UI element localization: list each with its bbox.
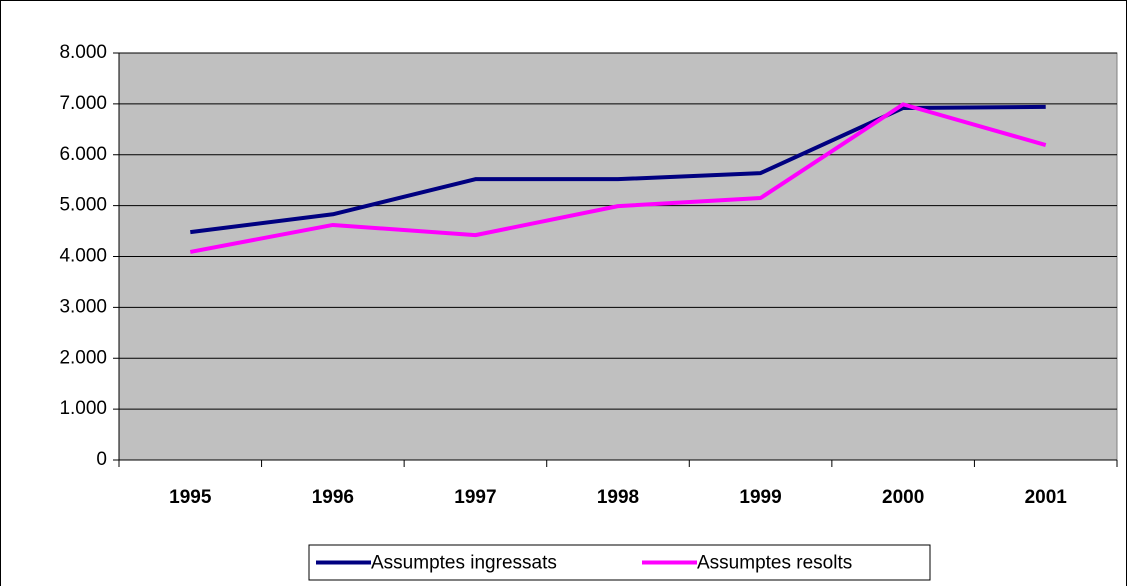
- y-tick-label: 4.000: [59, 246, 107, 267]
- x-tick-label: 1999: [739, 487, 781, 508]
- y-tick-label: 1.000: [59, 398, 107, 419]
- y-tick-label: 0: [96, 449, 107, 470]
- y-tick-label: 3.000: [59, 296, 107, 317]
- y-tick-label: 7.000: [59, 93, 107, 114]
- series-line: [190, 104, 1046, 235]
- series-line: [189, 102, 1047, 254]
- y-tick-label: 2.000: [59, 347, 107, 368]
- y-tick-label: 5.000: [59, 195, 107, 216]
- y-tick-label: 6.000: [59, 144, 107, 165]
- legend-label: Assumptes ingressats: [371, 553, 557, 574]
- legend-label: Assumptes resolts: [697, 553, 852, 574]
- x-tick-label: 1997: [454, 487, 496, 508]
- x-tick-label: 2000: [882, 487, 924, 508]
- x-tick-label: 1995: [169, 487, 212, 508]
- x-tick-label: 1996: [312, 487, 354, 508]
- x-tick-label: 2001: [1025, 487, 1068, 508]
- y-tick-label: 8.000: [59, 42, 107, 63]
- legend-box: [308, 544, 931, 581]
- x-tick-label: 1998: [597, 487, 639, 508]
